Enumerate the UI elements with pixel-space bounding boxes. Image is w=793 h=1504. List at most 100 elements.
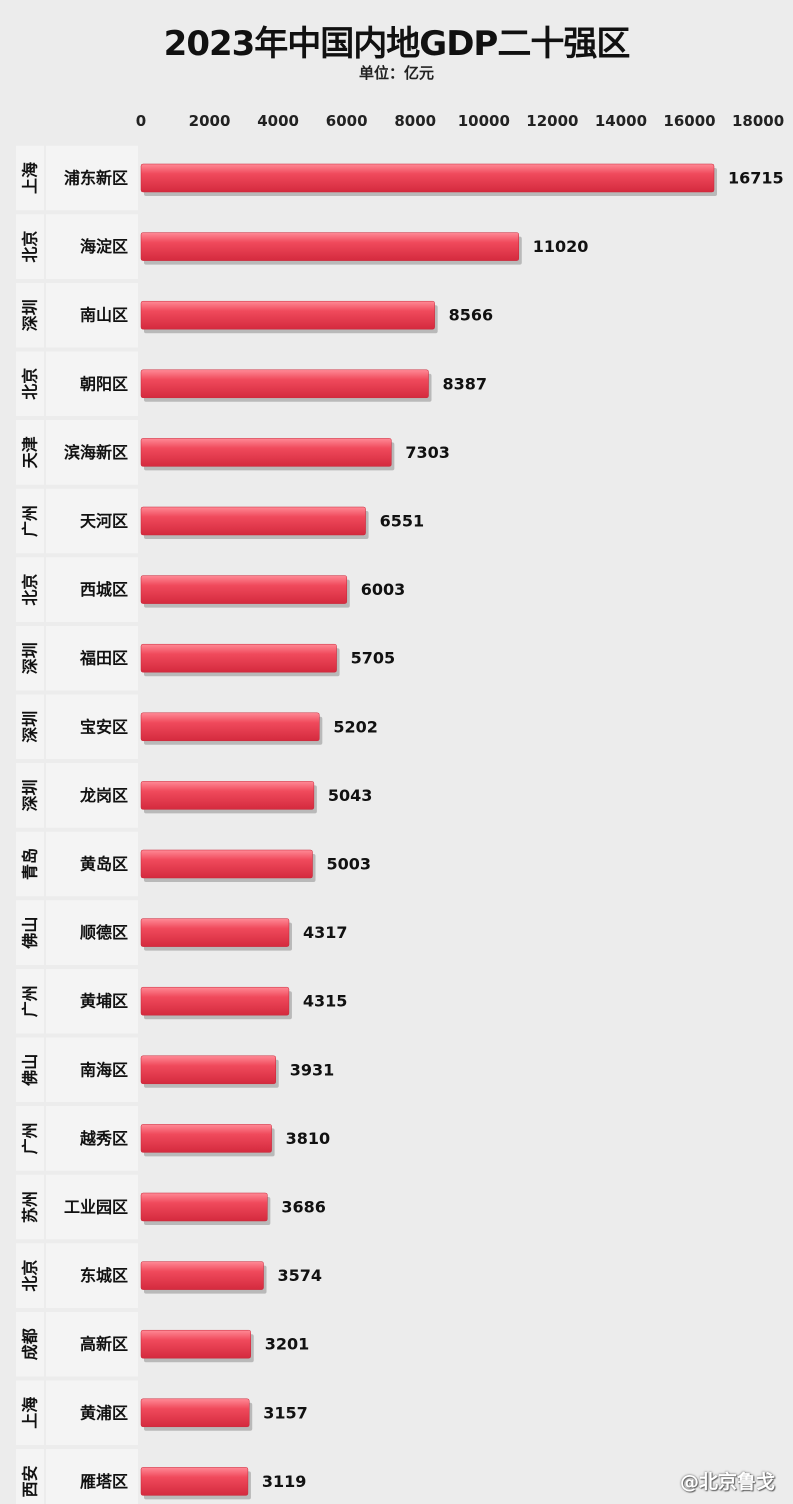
bar-value-label: 6003	[361, 580, 406, 599]
chart-row: 广州 越秀区 3810	[16, 1106, 330, 1171]
city-label: 广州	[21, 985, 40, 1017]
district-cell	[46, 488, 138, 554]
city-label: 北京	[21, 574, 40, 606]
chart-row: 佛山 顺德区 4317	[16, 900, 348, 965]
district-cell	[46, 351, 138, 417]
city-label: 深圳	[21, 711, 40, 743]
district-cell	[46, 1380, 138, 1446]
district-label: 西城区	[80, 580, 128, 599]
district-label: 龙岗区	[79, 786, 128, 805]
city-label: 上海	[21, 1397, 40, 1429]
city-label: 天津	[21, 436, 40, 468]
city-cell	[16, 900, 44, 965]
bar	[140, 232, 520, 261]
chart-row: 广州 天河区 6551	[16, 488, 424, 554]
x-tick-label: 0	[136, 112, 146, 130]
bar	[140, 1261, 264, 1290]
city-label: 佛山	[21, 1054, 40, 1087]
city-cell	[16, 1449, 44, 1504]
city-label: 深圳	[21, 299, 40, 331]
chart-row: 上海 黄浦区 3157	[16, 1380, 308, 1446]
city-cell	[16, 214, 44, 279]
district-label: 黄埔区	[80, 992, 128, 1011]
city-cell	[16, 763, 44, 828]
bar	[140, 849, 313, 879]
district-label: 高新区	[80, 1335, 128, 1354]
city-cell	[16, 1174, 44, 1240]
district-cell	[46, 557, 138, 622]
city-label: 苏州	[21, 1191, 40, 1223]
bar	[140, 1329, 251, 1359]
city-label: 深圳	[21, 779, 40, 811]
district-cell	[46, 1311, 138, 1377]
chart-row: 苏州 工业园区 3686	[16, 1174, 326, 1240]
bar-value-label: 4317	[303, 923, 348, 942]
district-label: 顺德区	[80, 923, 128, 942]
bar	[140, 643, 337, 673]
city-cell	[16, 145, 44, 211]
chart-row: 北京 海淀区 11020	[16, 214, 588, 279]
district-cell	[46, 1243, 138, 1308]
district-cell	[46, 1174, 138, 1240]
chart-row: 深圳 南山区 8566	[16, 282, 494, 348]
city-label: 佛山	[21, 917, 40, 950]
bar-value-label: 3686	[281, 1198, 326, 1217]
district-label: 朝阳区	[80, 374, 128, 393]
city-cell	[16, 488, 44, 554]
district-label: 天河区	[80, 512, 128, 531]
chart-row: 青岛 黄岛区 5003	[16, 831, 372, 897]
district-label: 雁塔区	[80, 1472, 128, 1491]
bar-value-label: 8387	[443, 374, 488, 393]
chart-row: 深圳 福田区 5705	[16, 625, 396, 691]
bar-value-label: 5202	[333, 717, 378, 736]
district-cell	[46, 900, 138, 965]
chart-subtitle: 单位：亿元	[358, 64, 434, 82]
bar-value-label: 5705	[351, 649, 396, 668]
district-cell	[46, 968, 138, 1034]
bar	[140, 1192, 268, 1222]
chart-row: 佛山 南海区 3931	[16, 1037, 334, 1103]
bar	[140, 369, 429, 399]
city-label: 西安	[21, 1465, 40, 1497]
district-cell	[46, 831, 138, 897]
bar	[140, 1124, 272, 1153]
city-cell	[16, 351, 44, 417]
district-label: 南海区	[80, 1060, 128, 1079]
bar-value-label: 3810	[286, 1129, 331, 1148]
city-label: 北京	[21, 231, 40, 263]
city-cell	[16, 420, 44, 485]
district-cell	[46, 145, 138, 211]
x-tick-label: 8000	[394, 112, 436, 130]
district-cell	[46, 694, 138, 760]
district-label: 福田区	[79, 649, 128, 668]
bar	[140, 781, 315, 810]
city-label: 广州	[21, 505, 40, 537]
bar-value-label: 8566	[449, 306, 494, 325]
chart-row: 广州 黄埔区 4315	[16, 968, 347, 1034]
x-tick-label: 2000	[189, 112, 231, 130]
district-label: 工业园区	[64, 1198, 128, 1217]
bar	[140, 1055, 277, 1085]
x-tick-label: 10000	[458, 112, 510, 130]
chart-row: 深圳 宝安区 5202	[16, 694, 378, 760]
x-axis-ticks: 0 2000 4000 6000 8000 10000 12000 14000 16000 180…	[136, 112, 784, 130]
city-cell	[16, 557, 44, 622]
district-label: 黄岛区	[80, 855, 128, 874]
city-cell	[16, 1106, 44, 1171]
chart-row: 北京 东城区 3574	[16, 1243, 322, 1308]
bar	[140, 575, 348, 604]
bar-value-label: 5003	[327, 855, 372, 874]
district-cell	[46, 214, 138, 279]
bar	[140, 163, 715, 193]
district-cell	[46, 1449, 138, 1504]
city-label: 上海	[21, 162, 40, 194]
chart-row: 北京 朝阳区 8387	[16, 351, 488, 417]
bar	[140, 300, 435, 330]
bar-value-label: 11020	[533, 237, 589, 256]
city-cell	[16, 625, 44, 691]
district-label: 南山区	[80, 306, 128, 325]
bar	[140, 506, 366, 536]
bar	[140, 1398, 250, 1428]
